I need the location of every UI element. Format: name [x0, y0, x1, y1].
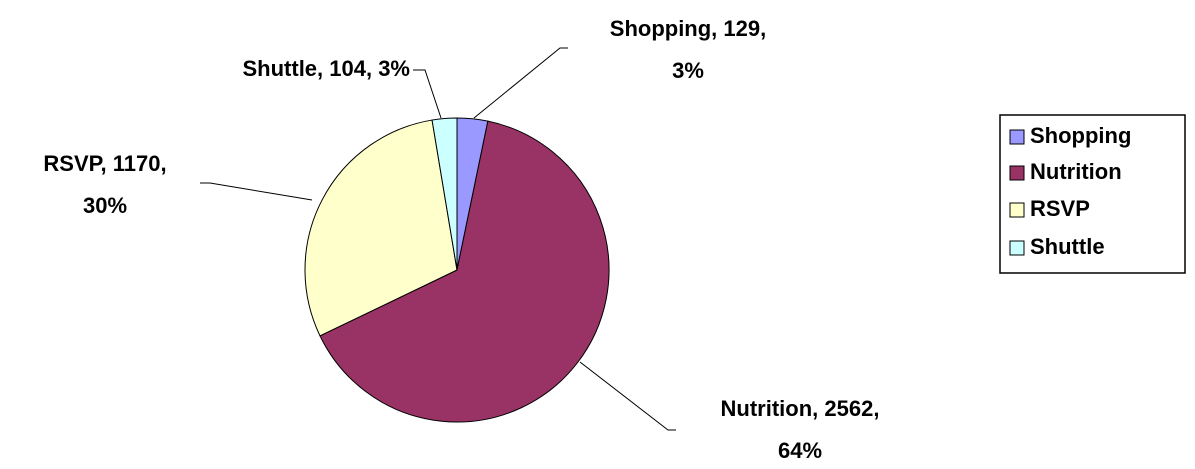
data-label: 64% — [778, 438, 822, 463]
legend-label: RSVP — [1030, 196, 1090, 221]
legend-box — [999, 114, 1186, 274]
leader-line — [413, 69, 442, 119]
data-label: 30% — [83, 193, 127, 218]
data-label: 3% — [672, 58, 704, 83]
legend-swatch — [1009, 202, 1025, 218]
data-label: Shopping, 129, — [610, 16, 766, 41]
data-label: Nutrition, 2562, — [721, 396, 880, 421]
legend-label: Nutrition — [1030, 159, 1122, 184]
leader-line — [473, 47, 568, 119]
leader-lines — [200, 47, 676, 431]
pie-slice — [431, 117, 458, 271]
pie-slice — [319, 120, 610, 423]
legend-swatch — [1009, 129, 1025, 145]
pie-slice — [304, 119, 458, 337]
legend-swatch — [1009, 165, 1025, 181]
legend-swatch — [1009, 240, 1025, 256]
leader-line — [579, 361, 676, 431]
leader-line — [200, 182, 313, 201]
legend-label: Shopping — [1030, 123, 1131, 148]
data-label: RSVP, 1170, — [43, 151, 166, 176]
legend-label: Shuttle — [1030, 234, 1105, 259]
data-label: Shuttle, 104, 3% — [242, 56, 410, 81]
